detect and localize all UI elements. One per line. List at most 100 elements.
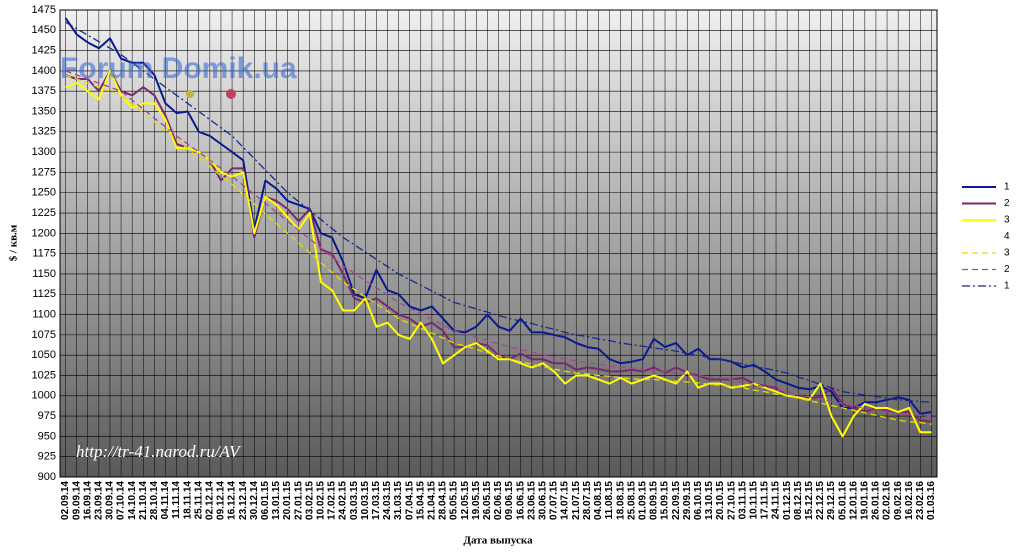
x-tick-label: 03.11.15 [737,481,748,520]
x-tick-label: 06.01.15 [260,481,271,520]
series-line [64,17,932,415]
y-tick-label: 1100 [32,308,56,320]
x-tick-label: 26.01.16 [871,481,882,520]
y-tick-label: 1250 [32,187,56,199]
x-tick-label: 18.08.15 [615,481,626,520]
x-tick-label: 27.10.15 [726,481,737,520]
y-tick-label: 1175 [32,248,56,260]
x-tick-label: 06.10.15 [693,481,704,520]
legend-label: 3 [1004,215,1010,226]
x-tick-label: 30.09.14 [105,481,116,520]
plot-border [59,9,938,478]
x-tick-label: 24.03.15 [382,481,393,520]
legend-label: 2 [1004,264,1010,275]
watermark-dot [186,90,194,98]
x-tick-label: 28.04.15 [438,481,449,520]
x-tick-label: 16.06.15 [515,481,526,520]
x-tick-label: 05.01.16 [837,481,848,520]
x-tick-label: 21.04.15 [427,481,438,520]
y-tick-label: 1350 [32,105,56,117]
x-tick-label: 24.11.15 [771,481,782,520]
x-tick-label: 16.12.14 [227,481,238,520]
legend-label: 1 [1004,281,1010,292]
y-tick-label: 925 [38,451,56,463]
series-line [65,74,932,425]
y-tick-label: 1475 [32,4,56,16]
x-tick-label: 09.02.16 [893,481,904,520]
x-tick-label: 14.07.15 [560,481,571,520]
legend-label: 4 [1004,231,1010,242]
x-tick-label: 04.11.14 [160,481,171,520]
x-tick-label: 12.05.15 [460,481,471,520]
x-tick-label: 26.05.15 [482,481,493,520]
x-tick-label: 09.06.15 [504,481,515,520]
x-tick-label: 15.04.15 [415,481,426,520]
watermark: Forum Domik.ua [60,52,297,85]
x-tick-label: 03.03.15 [349,481,360,520]
x-tick-label: 23.02.16 [915,481,926,520]
source-annotation: http://tr-41.narod.ru/AV [76,442,242,461]
x-tick-label: 17.03.15 [371,481,382,520]
x-tick-label: 17.11.15 [760,481,771,520]
y-tick-label: 975 [38,410,56,422]
y-tick-label: 950 [38,430,56,442]
x-tick-label: 18.11.14 [182,481,193,520]
y-tick-label: 1325 [32,126,56,138]
x-tick-label: 01.03.16 [926,481,937,520]
y-tick-label: 1425 [32,45,56,57]
x-tick-label: 20.10.15 [715,481,726,520]
y-tick-label: 1125 [32,288,56,300]
legend-label: 2 [1004,198,1010,209]
x-tick-label: 05.05.15 [449,481,460,520]
x-tick-label: 02.09.14 [60,481,71,520]
y-tick-label: 1225 [32,207,56,219]
x-tick-label: 15.12.15 [804,481,815,520]
x-tick-label: 17.02.15 [327,481,338,520]
x-tick-label: 08.09.15 [649,481,660,520]
x-tick-label: 14.10.14 [127,481,138,520]
x-tick-label: 07.07.15 [549,481,560,520]
x-tick-label: 08.12.15 [793,481,804,520]
x-tick-label: 12.01.16 [848,481,859,520]
x-tick-label: 29.09.15 [682,481,693,520]
x-tick-label: 30.06.15 [538,481,549,520]
x-tick-label: 28.10.14 [149,481,160,520]
x-tick-label: 16.02.16 [904,481,915,520]
x-tick-label: 01.12.15 [782,481,793,520]
x-tick-label: 23.12.14 [238,481,249,520]
y-tick-label: 1300 [32,146,56,158]
x-tick-label: 20.01.15 [282,481,293,520]
y-tick-label: 1400 [32,65,56,77]
x-tick-label: 27.01.15 [293,481,304,520]
x-tick-label: 30.12.14 [249,481,260,520]
x-tick-label: 11.11.14 [171,481,182,519]
x-tick-label: 02.12.14 [205,481,216,520]
legend-label: 3 [1004,248,1010,259]
y-tick-label: 1025 [32,369,56,381]
x-axis-title: Дата выпуска [463,535,533,547]
x-tick-label: 28.07.15 [582,481,593,520]
y-tick-label: 900 [38,471,56,483]
x-tick-label: 13.10.15 [704,481,715,520]
x-tick-label: 22.09.15 [671,481,682,520]
y-tick-label: 1075 [32,329,56,341]
x-tick-label: 11.08.15 [604,481,615,520]
series-line [65,21,932,403]
x-tick-label: 07.04.15 [404,481,415,520]
x-tick-label: 25.08.15 [626,481,637,520]
x-tick-label: 22.12.15 [815,481,826,520]
watermark-dot [226,89,236,99]
x-tick-label: 10.11.15 [748,481,759,520]
x-tick-label: 19.05.15 [471,481,482,520]
x-tick-label: 01.09.15 [637,481,648,520]
y-tick-label: 1000 [32,390,56,402]
x-tick-label: 24.02.15 [338,481,349,520]
y-tick-label: 1200 [32,227,56,239]
x-tick-label: 10.03.15 [360,481,371,520]
x-tick-label: 31.03.15 [393,481,404,520]
y-tick-label: 1275 [32,166,56,178]
x-tick-label: 19.01.16 [859,481,870,520]
x-tick-label: 16.09.14 [82,481,93,520]
x-tick-label: 23.09.14 [93,481,104,520]
